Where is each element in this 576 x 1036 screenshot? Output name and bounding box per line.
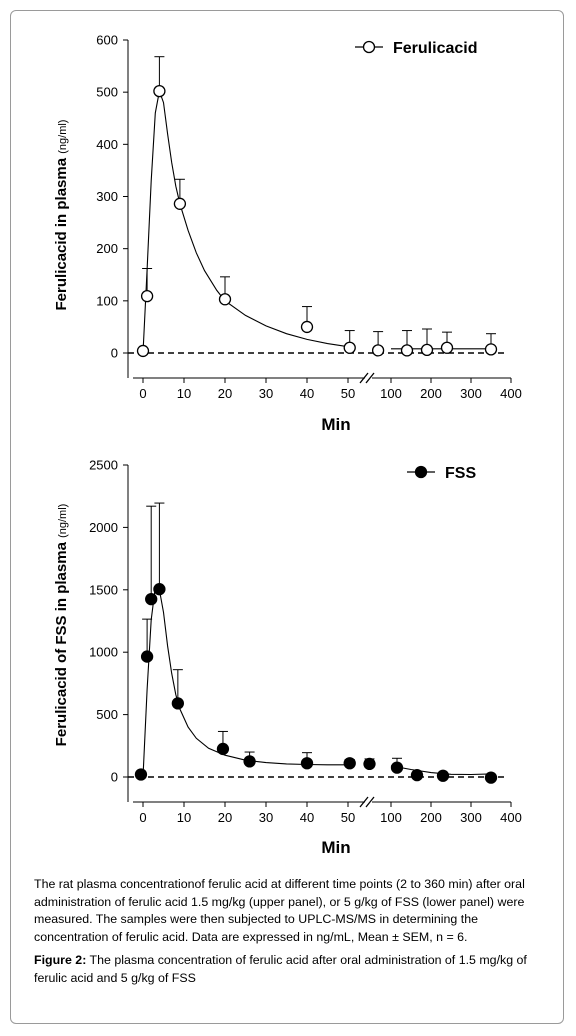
fit-curve	[142, 586, 348, 778]
data-point	[484, 771, 498, 784]
x-tick-label: 20	[218, 810, 232, 825]
y-tick-label: 100	[96, 293, 118, 308]
figure-frame	[10, 10, 564, 1024]
x-tick-label: 100	[380, 386, 402, 401]
data-point	[153, 84, 166, 98]
x-tick-label: 0	[139, 386, 146, 401]
y-tick-label: 500	[96, 85, 118, 100]
data-point	[134, 768, 148, 781]
fit-curve	[142, 88, 349, 354]
legend-marker	[414, 465, 428, 479]
axis-break-mark	[365, 372, 375, 384]
data-point	[440, 341, 454, 354]
data-point	[300, 757, 314, 770]
axis-break-mark	[365, 796, 375, 808]
x-axis-title: Min	[321, 838, 350, 857]
legend: FSS	[407, 465, 476, 482]
y-tick-label: 300	[96, 189, 118, 204]
axis-break-mark	[359, 796, 369, 808]
y-axis-title-text: Ferulicacid of FSS in plasma	[53, 538, 70, 746]
x-tick-label: 300	[460, 386, 482, 401]
y-axis-title: Ferulicacid in plasma (ng/ml)	[53, 120, 70, 311]
data-point	[140, 650, 154, 663]
x-tick-label: 400	[500, 810, 522, 825]
x-tick-label: 10	[177, 386, 191, 401]
data-point	[390, 761, 404, 774]
axes: 0 500 1000 1500 2000 2500 0 10 20 30 40 50 100 200 300…	[89, 458, 522, 826]
data-point	[400, 344, 414, 357]
x-tick-label: 50	[341, 810, 355, 825]
data-point	[300, 320, 314, 334]
y-tick-label: 400	[96, 137, 118, 152]
x-tick-label: 20	[218, 386, 232, 401]
legend-label: FSS	[445, 465, 476, 482]
y-axis-unit: (ng/ml)	[57, 120, 69, 154]
data-point	[216, 742, 230, 756]
data-point	[343, 341, 356, 354]
y-tick-label: 2500	[89, 458, 118, 473]
y-tick-label: 500	[96, 707, 118, 722]
y-axis-unit: (ng/ml)	[57, 504, 69, 538]
x-tick-label: 400	[500, 386, 522, 401]
data-point	[363, 757, 376, 771]
data-point	[343, 757, 356, 770]
data-point	[145, 593, 158, 606]
y-tick-label: 1000	[89, 645, 118, 660]
y-axis-title-text: Ferulicacid in plasma	[53, 154, 70, 311]
y-tick-label: 2000	[89, 520, 118, 535]
data-point	[410, 768, 424, 782]
data-point	[171, 697, 185, 710]
y-tick-label: 0	[111, 346, 118, 361]
upper-panel-chart: 0 100 200 300 400 500 600 0 10 20 30 40 50 100 200 300 4…	[53, 33, 522, 435]
data-point	[420, 343, 434, 357]
x-tick-label: 0	[139, 810, 146, 825]
x-tick-label: 300	[460, 810, 482, 825]
figure-title-text: The plasma concentration of ferulic acid…	[34, 953, 527, 985]
legend-marker	[362, 40, 376, 54]
figure-title: Figure 2: The plasma concentration of fe…	[34, 952, 546, 987]
legend-label: Ferulicacid	[393, 40, 477, 57]
figure-label: Figure 2:	[34, 953, 87, 968]
data-point	[243, 755, 256, 768]
y-tick-label: 200	[96, 241, 118, 256]
x-tick-label: 40	[300, 810, 314, 825]
x-tick-label: 200	[420, 386, 442, 401]
x-tick-label: 30	[259, 386, 273, 401]
axis-break-mark	[359, 372, 369, 384]
x-tick-label: 10	[177, 810, 191, 825]
y-tick-label: 0	[111, 770, 118, 785]
data-point	[173, 197, 187, 210]
y-tick-label: 1500	[89, 582, 118, 597]
data-point	[484, 343, 498, 356]
x-tick-label: 50	[341, 386, 355, 401]
data-point	[371, 344, 385, 357]
x-tick-label: 40	[300, 386, 314, 401]
legend: Ferulicacid	[355, 40, 477, 57]
x-tick-label: 100	[380, 810, 402, 825]
data-point	[136, 344, 150, 358]
x-tick-label: 30	[259, 810, 273, 825]
figure-caption: The rat plasma concentrationof ferulic a…	[34, 876, 546, 988]
axes: 0 100 200 300 400 500 600 0 10 20 30 40 50 100 200 300 4…	[96, 33, 522, 402]
caption-description: The rat plasma concentrationof ferulic a…	[34, 877, 525, 944]
y-tick-label: 600	[96, 33, 118, 48]
data-point	[140, 289, 154, 303]
data-point	[436, 769, 450, 782]
data-point	[153, 583, 166, 596]
lower-panel-chart: 0 500 1000 1500 2000 2500 0 10 20 30 40 50 100 200 300…	[53, 458, 522, 858]
data-point	[218, 293, 232, 306]
y-axis-title: Ferulicacid of FSS in plasma (ng/ml)	[53, 504, 70, 747]
x-axis-title: Min	[321, 415, 350, 434]
x-tick-label: 200	[420, 810, 442, 825]
